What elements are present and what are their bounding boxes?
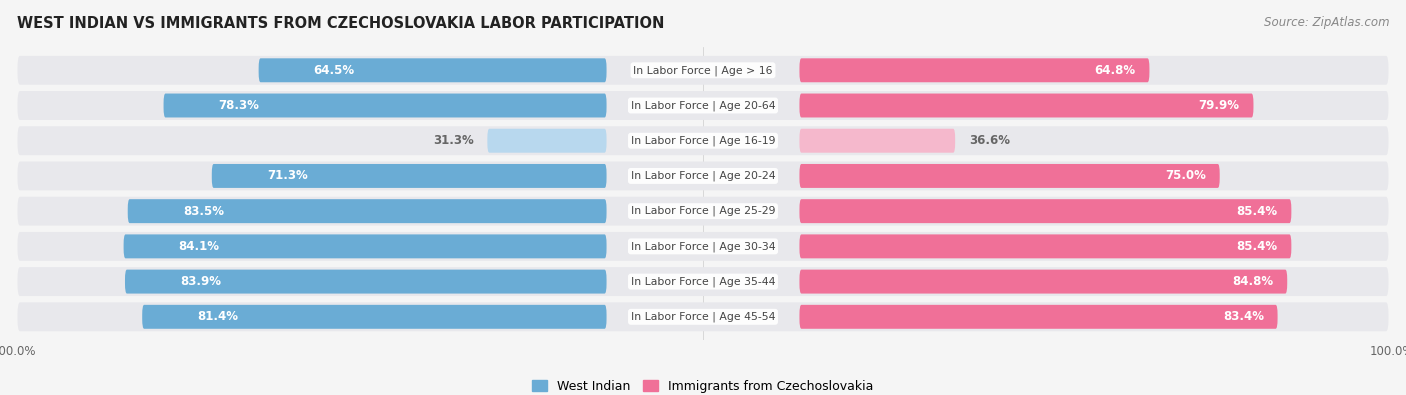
FancyBboxPatch shape (17, 56, 1389, 85)
Legend: West Indian, Immigrants from Czechoslovakia: West Indian, Immigrants from Czechoslova… (527, 375, 879, 395)
FancyBboxPatch shape (800, 164, 1220, 188)
Text: Source: ZipAtlas.com: Source: ZipAtlas.com (1264, 16, 1389, 29)
FancyBboxPatch shape (17, 267, 1389, 296)
Text: 83.4%: 83.4% (1223, 310, 1264, 324)
FancyBboxPatch shape (17, 162, 1389, 190)
Text: 83.5%: 83.5% (183, 205, 224, 218)
FancyBboxPatch shape (800, 58, 1150, 82)
FancyBboxPatch shape (128, 199, 606, 223)
Text: 85.4%: 85.4% (1236, 205, 1278, 218)
FancyBboxPatch shape (800, 270, 1288, 293)
Text: In Labor Force | Age 35-44: In Labor Force | Age 35-44 (631, 276, 775, 287)
Text: 85.4%: 85.4% (1236, 240, 1278, 253)
Text: 81.4%: 81.4% (197, 310, 239, 324)
Text: In Labor Force | Age 20-24: In Labor Force | Age 20-24 (631, 171, 775, 181)
Text: 75.0%: 75.0% (1166, 169, 1206, 182)
FancyBboxPatch shape (800, 199, 1291, 223)
FancyBboxPatch shape (163, 94, 606, 117)
Text: In Labor Force | Age 16-19: In Labor Force | Age 16-19 (631, 135, 775, 146)
Text: 79.9%: 79.9% (1199, 99, 1240, 112)
Text: WEST INDIAN VS IMMIGRANTS FROM CZECHOSLOVAKIA LABOR PARTICIPATION: WEST INDIAN VS IMMIGRANTS FROM CZECHOSLO… (17, 16, 664, 31)
FancyBboxPatch shape (800, 234, 1291, 258)
Text: 31.3%: 31.3% (433, 134, 474, 147)
Text: 78.3%: 78.3% (219, 99, 260, 112)
Text: In Labor Force | Age > 16: In Labor Force | Age > 16 (633, 65, 773, 75)
Text: 83.9%: 83.9% (180, 275, 221, 288)
Text: In Labor Force | Age 20-64: In Labor Force | Age 20-64 (631, 100, 775, 111)
FancyBboxPatch shape (800, 129, 955, 153)
Text: 36.6%: 36.6% (969, 134, 1010, 147)
FancyBboxPatch shape (17, 232, 1389, 261)
FancyBboxPatch shape (142, 305, 606, 329)
Text: 64.5%: 64.5% (314, 64, 354, 77)
Text: In Labor Force | Age 45-54: In Labor Force | Age 45-54 (631, 312, 775, 322)
Text: In Labor Force | Age 25-29: In Labor Force | Age 25-29 (631, 206, 775, 216)
Text: 84.1%: 84.1% (179, 240, 219, 253)
Text: 84.8%: 84.8% (1232, 275, 1274, 288)
FancyBboxPatch shape (800, 305, 1278, 329)
FancyBboxPatch shape (17, 126, 1389, 155)
FancyBboxPatch shape (17, 302, 1389, 331)
Text: 64.8%: 64.8% (1094, 64, 1136, 77)
FancyBboxPatch shape (17, 91, 1389, 120)
FancyBboxPatch shape (488, 129, 606, 153)
Text: In Labor Force | Age 30-34: In Labor Force | Age 30-34 (631, 241, 775, 252)
FancyBboxPatch shape (212, 164, 606, 188)
Text: 71.3%: 71.3% (267, 169, 308, 182)
FancyBboxPatch shape (124, 234, 606, 258)
FancyBboxPatch shape (17, 197, 1389, 226)
FancyBboxPatch shape (259, 58, 606, 82)
FancyBboxPatch shape (125, 270, 606, 293)
FancyBboxPatch shape (800, 94, 1254, 117)
